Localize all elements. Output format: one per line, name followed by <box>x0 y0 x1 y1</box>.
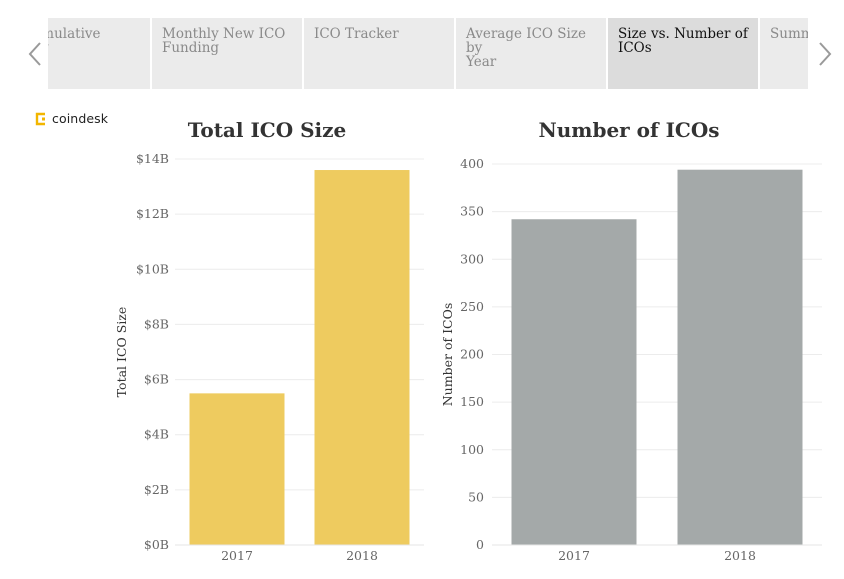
prev-tabs-button[interactable] <box>22 18 48 89</box>
tab-0[interactable]: e Cumulativending <box>48 18 150 89</box>
tab-label-line: ICOs <box>618 40 652 56</box>
x-tick-label: 2017 <box>558 548 590 563</box>
tabs-strip: e CumulativendingMonthly New ICOFundingI… <box>48 18 808 89</box>
y-tick-label: $6B <box>144 372 169 387</box>
y-tick-label: $4B <box>144 427 169 442</box>
tab-1[interactable]: Monthly New ICO Funding <box>152 18 302 89</box>
tab-label-line: Funding <box>162 40 220 56</box>
y-tick-label: $0B <box>144 537 169 552</box>
logo-text: coindesk <box>52 111 109 126</box>
y-tick-label: 400 <box>460 156 484 171</box>
coindesk-logo-icon <box>35 112 45 125</box>
y-tick-label: 200 <box>460 347 484 362</box>
y-tick-label: $12B <box>136 206 169 221</box>
tab-label-line: Summ <box>770 26 808 42</box>
tab-3[interactable]: Average ICO Size by Year <box>456 18 606 89</box>
chart-title: Number of ICOs <box>538 118 719 142</box>
tab-label-line: Average ICO Size by <box>466 26 586 56</box>
y-tick-label: 50 <box>468 489 484 504</box>
next-tabs-button[interactable] <box>812 18 838 89</box>
tab-label-line: nding <box>48 41 140 55</box>
x-tick-label: 2018 <box>346 548 378 563</box>
chevron-right-icon <box>819 41 832 66</box>
bar-2017 <box>189 393 285 545</box>
chart-title: Total ICO Size <box>188 118 346 142</box>
bar-2018 <box>314 170 410 545</box>
tab-label-line: e Cumulative <box>48 26 101 42</box>
y-tick-label: 100 <box>460 442 484 457</box>
coindesk-logo[interactable]: coindesk <box>34 111 108 126</box>
tabs-viewport: e CumulativendingMonthly New ICOFundingI… <box>48 18 808 89</box>
tab-label-line: Year <box>466 54 497 70</box>
chevron-left-icon <box>28 41 41 66</box>
y-tick-label: 350 <box>460 204 484 219</box>
x-tick-label: 2018 <box>724 548 756 563</box>
y-tick-label: $8B <box>144 316 169 331</box>
tab-2[interactable]: ICO Tracker <box>304 18 454 89</box>
y-axis-label: Number of ICOs <box>440 303 455 406</box>
y-axis-label: Total ICO Size <box>114 307 129 398</box>
x-tick-label: 2017 <box>221 548 253 563</box>
tab-label-line: ICO Tracker <box>314 26 399 42</box>
y-tick-label: $10B <box>136 261 169 276</box>
tab-bar: e CumulativendingMonthly New ICOFundingI… <box>0 18 844 89</box>
tab-4[interactable]: Size vs. Number of ICOs <box>608 18 758 89</box>
bar-2018 <box>677 169 803 545</box>
y-tick-label: $14B <box>136 151 169 166</box>
bar-2017 <box>511 219 637 545</box>
y-tick-label: 250 <box>460 299 484 314</box>
y-tick-label: 150 <box>460 394 484 409</box>
tab-label-line: Size vs. Number of <box>618 26 748 42</box>
y-tick-label: 0 <box>476 537 484 552</box>
tab-5[interactable]: Summ <box>760 18 808 89</box>
y-tick-label: 300 <box>460 251 484 266</box>
tab-label-line: Monthly New ICO <box>162 26 286 42</box>
y-tick-label: $2B <box>144 482 169 497</box>
